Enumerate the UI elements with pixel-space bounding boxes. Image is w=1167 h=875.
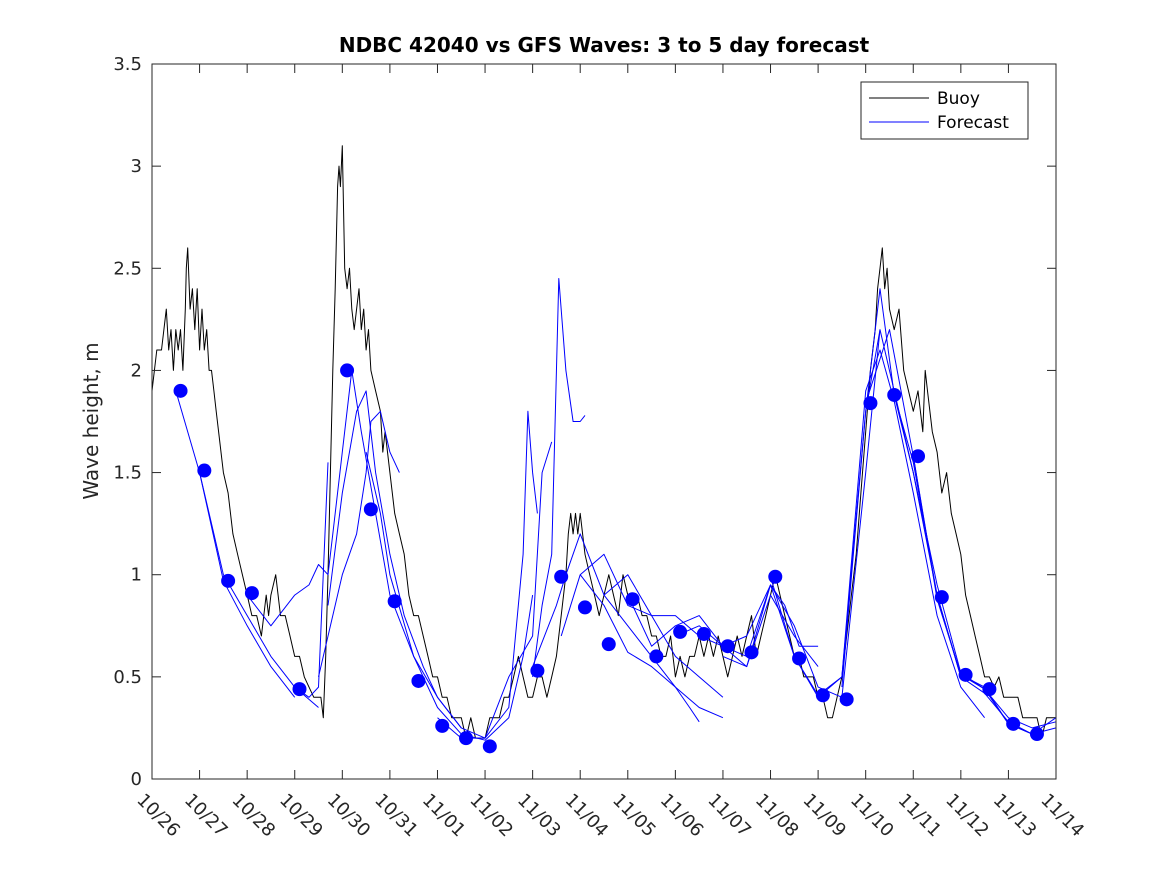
forecast-marker <box>982 682 997 697</box>
y-tick-label: 0 <box>131 769 142 790</box>
forecast-marker <box>673 624 688 639</box>
forecast-series-line <box>675 329 881 698</box>
forecast-marker <box>530 663 545 678</box>
forecast-series-line <box>532 278 586 677</box>
forecast-series-line <box>893 394 1057 729</box>
forecast-series-line <box>365 451 534 741</box>
forecast-marker <box>173 383 188 398</box>
legend-forecast-label: Forecast <box>937 113 1009 133</box>
forecast-marker <box>459 731 474 746</box>
forecast-marker <box>221 573 236 588</box>
forecast-marker <box>482 739 497 754</box>
forecast-series-line <box>603 594 700 723</box>
forecast-marker <box>649 649 664 664</box>
forecast-marker <box>911 449 926 464</box>
forecast-series-line <box>532 533 724 698</box>
plot-markers <box>173 363 1044 754</box>
forecast-marker <box>197 463 212 478</box>
forecast-marker <box>934 590 949 605</box>
plot-area-frame <box>151 63 1057 780</box>
forecast-marker <box>601 637 616 652</box>
forecast-marker <box>1006 716 1021 731</box>
forecast-series-line <box>484 441 553 739</box>
y-tick-label: 2.5 <box>113 258 142 279</box>
forecast-series-line <box>327 390 486 739</box>
forecast-marker <box>720 639 735 654</box>
forecast-marker <box>363 502 378 517</box>
forecast-marker <box>768 569 783 584</box>
forecast-series-line <box>199 472 296 698</box>
forecast-series-line <box>770 349 985 719</box>
forecast-marker <box>577 600 592 615</box>
forecast-marker <box>292 682 307 697</box>
y-tick-label: 2 <box>131 360 142 381</box>
forecast-series-line <box>318 410 400 678</box>
forecast-marker <box>887 387 902 402</box>
buoy-series-line <box>151 145 1056 739</box>
forecast-marker <box>792 651 807 666</box>
forecast-marker <box>411 673 426 688</box>
forecast-marker <box>744 645 759 660</box>
chart-title: NDBC 42040 vs GFS Waves: 3 to 5 day fore… <box>339 33 870 57</box>
forecast-marker <box>958 667 973 682</box>
forecast-marker <box>1029 727 1044 742</box>
forecast-marker <box>625 592 640 607</box>
y-tick-label: 1.5 <box>113 463 142 484</box>
forecast-marker <box>815 688 830 703</box>
legend-box <box>860 81 1029 140</box>
forecast-marker <box>839 692 854 707</box>
y-tick-label: 3.5 <box>113 54 142 75</box>
forecast-marker <box>554 569 569 584</box>
forecast-series-line <box>579 574 724 719</box>
forecast-marker <box>696 626 711 641</box>
y-tick-label: 1 <box>131 565 142 586</box>
forecast-marker <box>863 396 878 411</box>
forecast-marker <box>387 594 402 609</box>
forecast-marker <box>340 363 355 378</box>
y-axis: 0 0.5 1 1.5 2 2.5 3 3.5 <box>113 54 1056 790</box>
y-tick-label: 0.5 <box>113 667 142 688</box>
y-axis-label: Wave height, m <box>79 342 103 499</box>
y-tick-label: 3 <box>131 156 142 177</box>
forecast-series-line <box>246 369 462 729</box>
forecast-marker <box>244 586 259 601</box>
legend: Buoy Forecast <box>860 81 1029 140</box>
forecast-marker <box>435 718 450 733</box>
legend-buoy-label: Buoy <box>937 89 980 109</box>
